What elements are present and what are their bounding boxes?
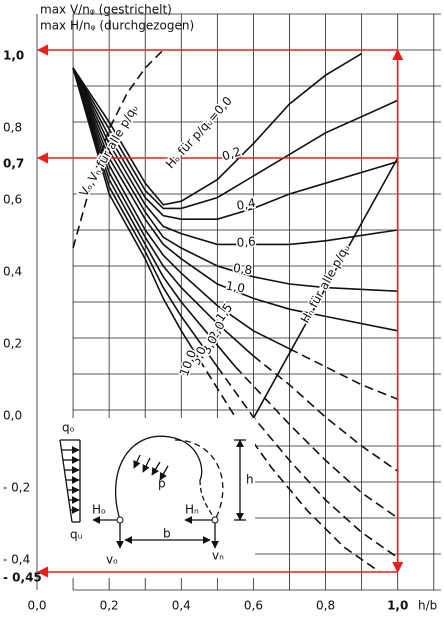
inset-label: Hₙ	[185, 503, 199, 517]
curve-label: 0,4	[236, 196, 257, 213]
arch-outer	[174, 439, 224, 521]
support-left	[116, 516, 124, 524]
curve-label: 0,2	[220, 144, 242, 163]
x-tick-label: 0,4	[172, 599, 191, 613]
y-tick-label: 0,6	[3, 193, 22, 207]
curve	[72, 67, 398, 332]
load-slope	[59, 439, 73, 523]
y-tick-label: 0,2	[3, 337, 22, 351]
inset-label: qᵤ	[70, 528, 83, 542]
curve	[72, 67, 398, 246]
arch-left	[115, 435, 203, 521]
curve	[72, 67, 398, 292]
curve-dashed	[289, 348, 399, 400]
y-tick-label: - 0,4	[3, 553, 30, 567]
curve-label: 0,6	[236, 234, 256, 250]
x-axis-label: h/b	[418, 599, 437, 613]
inset-label: qₒ	[62, 421, 75, 435]
x-tick-label: 1,0	[387, 599, 408, 613]
y-tick-label: 0,7	[3, 157, 24, 171]
curve-dashed	[216, 366, 399, 559]
load-arrows	[62, 446, 80, 514]
inset-diagram: qₒ qᵤ p Hₒ Hₙ b h vₒ vₙ	[55, 418, 255, 578]
y-tick-label: 0,0	[3, 409, 22, 423]
y-tick-label: - 0,45	[3, 571, 42, 585]
curve-dashed	[198, 359, 381, 573]
curve	[72, 67, 254, 357]
y-tick-label: 1,0	[3, 49, 24, 63]
curve	[72, 67, 200, 361]
inset-label: Hₒ	[92, 503, 106, 517]
inset-label: vₙ	[212, 549, 224, 563]
curve	[72, 67, 237, 368]
curve-label: 1,0	[225, 279, 246, 296]
inset-label: b	[163, 527, 171, 541]
y-tick-label: - 0,2	[3, 481, 30, 495]
x-tick-label: 0,2	[100, 599, 119, 613]
inset-label: h	[246, 473, 254, 487]
curve	[72, 67, 399, 210]
pressure-arrows	[133, 454, 169, 481]
curve-label: 0,8	[232, 261, 253, 278]
y-tick-label: 0,8	[3, 121, 22, 135]
axis-title: max V/nᵩ (gestrichelt)	[40, 3, 172, 17]
y-tick-label: 0,4	[3, 265, 22, 279]
curve-label: Hₙ für alle p/qᵤ	[298, 242, 353, 325]
inset-label: vₒ	[106, 553, 118, 567]
x-tick-label: 0,8	[316, 599, 335, 613]
x-tick-label: 0,6	[244, 599, 263, 613]
axis-title: max H/nᵩ (durchgezogen)	[40, 19, 194, 33]
curve	[72, 67, 219, 368]
support-right	[211, 516, 219, 524]
curve	[72, 67, 398, 220]
curve	[72, 67, 290, 350]
curve-dashed	[234, 366, 399, 519]
inset-background	[55, 418, 255, 578]
curves	[72, 49, 399, 573]
x-tick-label: 0,0	[27, 599, 46, 613]
curve-dashed	[72, 49, 164, 249]
inset-label: p	[158, 477, 166, 491]
curve	[72, 52, 363, 206]
